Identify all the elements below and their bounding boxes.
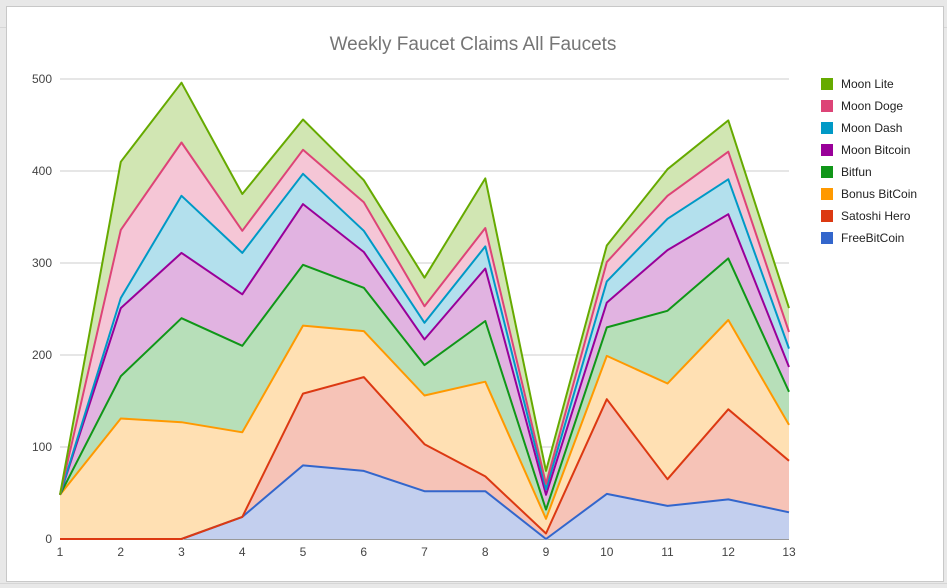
- legend-swatch: [821, 232, 833, 244]
- legend-label: Satoshi Hero: [841, 209, 911, 223]
- stacked-area-chart: Weekly Faucet Claims All Faucets 0 100 200…: [32, 34, 917, 559]
- y-axis-ticks: 0 100 200 300 400 500: [32, 72, 52, 546]
- legend-item[interactable]: Bonus BitCoin: [821, 187, 917, 201]
- legend-label: Moon Lite: [841, 77, 894, 91]
- area-bonus-bitcoin: [60, 320, 789, 539]
- y-tick-label: 300: [32, 256, 52, 270]
- legend-swatch: [821, 166, 833, 178]
- area-moon-lite: [60, 82, 789, 495]
- x-tick-label: 6: [360, 545, 367, 559]
- y-tick-label: 400: [32, 164, 52, 178]
- line-moon-lite: [59, 81, 790, 495]
- x-tick-label: 11: [661, 545, 674, 559]
- x-tick-label: 4: [239, 545, 246, 559]
- x-axis-ticks: 1 2 3 4 5 6 7 8 9 10 11 12 13: [57, 545, 796, 559]
- legend-item[interactable]: Moon Bitcoin: [821, 143, 910, 157]
- legend-swatch: [821, 122, 833, 134]
- x-tick-label: 13: [782, 545, 796, 559]
- legend-item[interactable]: Moon Dash: [821, 121, 902, 135]
- legend-item[interactable]: Moon Lite: [821, 77, 894, 91]
- legend-label: Bonus BitCoin: [841, 187, 917, 201]
- area-moon-dash: [60, 173, 789, 495]
- y-tick-label: 200: [32, 348, 52, 362]
- line-moon-doge: [59, 141, 790, 496]
- area-series: [60, 82, 789, 539]
- area-moon-bitcoin: [60, 204, 789, 510]
- line-moon-dash: [59, 172, 790, 496]
- legend-swatch: [821, 188, 833, 200]
- y-tick-label: 100: [32, 440, 52, 454]
- line-bitfun: [59, 257, 790, 511]
- x-tick-label: 8: [482, 545, 489, 559]
- legend-label: Moon Bitcoin: [841, 143, 910, 157]
- legend-swatch: [821, 144, 833, 156]
- x-tick-label: 12: [722, 545, 736, 559]
- x-tick-label: 2: [117, 545, 124, 559]
- chart-container: Weekly Faucet Claims All Faucets 0 100 200…: [6, 6, 944, 582]
- legend-swatch: [821, 210, 833, 222]
- legend-swatch: [821, 78, 833, 90]
- x-tick-label: 1: [57, 545, 64, 559]
- area-satoshi-hero: [60, 377, 789, 539]
- x-tick-label: 3: [178, 545, 185, 559]
- x-tick-label: 7: [421, 545, 428, 559]
- area-bitfun: [60, 258, 789, 519]
- legend-label: Moon Doge: [841, 99, 903, 113]
- x-tick-label: 9: [543, 545, 550, 559]
- line-bonus-bitcoin: [59, 319, 790, 520]
- legend-swatch: [821, 100, 833, 112]
- legend-label: FreeBitCoin: [841, 231, 904, 245]
- y-tick-label: 500: [32, 72, 52, 86]
- legend-item[interactable]: Bitfun: [821, 165, 872, 179]
- x-tick-label: 10: [600, 545, 614, 559]
- legend-label: Bitfun: [841, 165, 872, 179]
- legend-item[interactable]: FreeBitCoin: [821, 231, 904, 245]
- series-lines: [59, 81, 790, 540]
- chart-title: Weekly Faucet Claims All Faucets: [330, 34, 617, 55]
- area-freebitcoin: [60, 465, 789, 539]
- legend-item[interactable]: Satoshi Hero: [821, 209, 911, 223]
- area-moon-doge: [60, 142, 789, 495]
- legend-label: Moon Dash: [841, 121, 902, 135]
- legend: Moon Lite Moon Doge Moon Dash Moon Bitcoin B…: [821, 77, 917, 245]
- x-tick-label: 5: [300, 545, 307, 559]
- line-moon-bitcoin: [59, 203, 790, 496]
- y-tick-label: 0: [45, 532, 52, 546]
- line-satoshi-hero: [60, 376, 790, 540]
- legend-item[interactable]: Moon Doge: [821, 99, 903, 113]
